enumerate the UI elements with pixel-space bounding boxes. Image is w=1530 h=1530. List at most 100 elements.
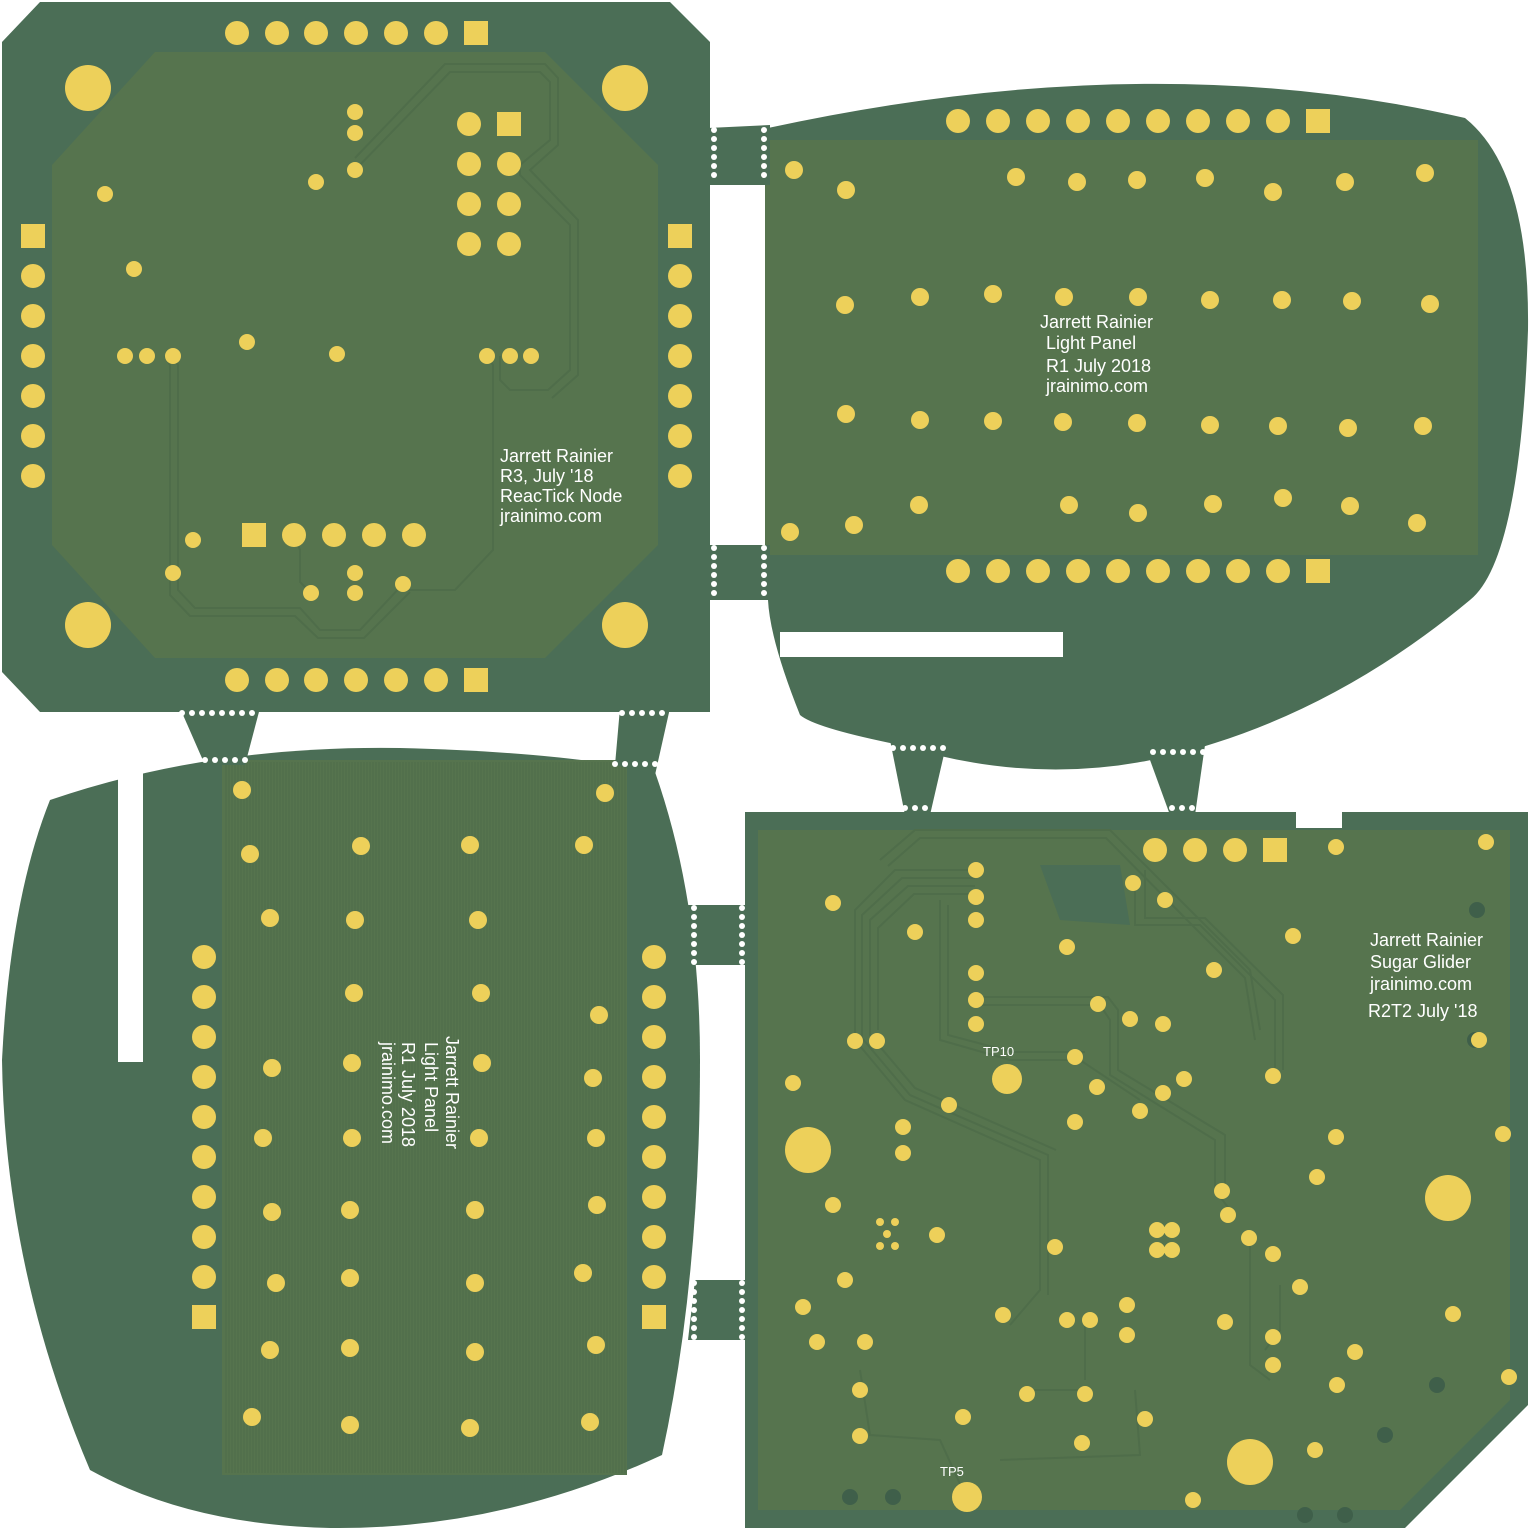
via	[1347, 1344, 1363, 1360]
header-pin	[668, 464, 692, 488]
mouse-bite-hole	[219, 710, 225, 716]
led-pad	[1129, 288, 1147, 306]
trace	[854, 869, 1041, 1326]
mouse-bite-hole	[691, 1289, 697, 1295]
led-pad	[461, 1419, 479, 1437]
led-pad	[984, 285, 1002, 303]
via	[303, 585, 319, 601]
led-pad	[243, 1408, 261, 1426]
led-pad	[1339, 419, 1357, 437]
light-panel-bottom-silk-line: jrainimo.com	[378, 1041, 398, 1144]
mouse-bite-hole	[761, 127, 767, 133]
trace	[164, 355, 411, 639]
trace	[1249, 1240, 1271, 1381]
breakaway-tab	[708, 125, 770, 185]
led-pad	[352, 837, 370, 855]
reactick-silk-line: Jarrett Rainier	[500, 446, 613, 466]
sugar-glider-silk-line: Sugar Glider	[1370, 952, 1471, 972]
mouse-bite-hole	[691, 1307, 697, 1313]
led-pad	[590, 1006, 608, 1024]
via	[347, 104, 363, 120]
fine-pad	[883, 1230, 891, 1238]
mouse-bite-hole	[711, 572, 717, 578]
ic-pad	[1164, 1242, 1180, 1258]
led-pad	[836, 296, 854, 314]
test-point-pad	[952, 1482, 982, 1512]
via	[907, 924, 923, 940]
light-panel-top-pads	[781, 109, 1439, 583]
via	[1047, 1239, 1063, 1255]
via	[968, 889, 984, 905]
sugar-glider-board: Jarrett Rainier Sugar Glider jrainimo.co…	[745, 812, 1528, 1528]
mouse-bite-hole	[691, 923, 697, 929]
via	[1217, 1314, 1233, 1330]
light-panel-top-silk-line: jrainimo.com	[1045, 376, 1148, 396]
header-pin	[1186, 559, 1210, 583]
mouse-bite-hole	[739, 1316, 745, 1322]
mounting-hole	[1227, 1439, 1273, 1485]
npth-hole	[842, 1489, 858, 1505]
mouse-bite-hole	[711, 554, 717, 560]
mouse-bite-hole	[739, 1325, 745, 1331]
header-pin	[1223, 838, 1247, 862]
led-pad	[341, 1339, 359, 1357]
via	[185, 532, 201, 548]
mouse-bite-hole	[920, 745, 926, 751]
via	[995, 1307, 1011, 1323]
led-pad	[341, 1269, 359, 1287]
trace	[354, 63, 579, 399]
mouse-bite-hole	[1170, 749, 1176, 755]
header-pin	[642, 1105, 666, 1129]
mouse-bite-hole	[739, 950, 745, 956]
trace	[887, 837, 1256, 1041]
tp5-label: TP5	[940, 1464, 964, 1479]
via	[869, 1033, 885, 1049]
led-pad	[910, 496, 928, 514]
light-panel-bottom-silkscreen-label: Jarrett Rainier Light Panel R1 July 2018…	[378, 1036, 462, 1154]
header-pin	[1146, 109, 1170, 133]
led-pad	[1007, 168, 1025, 186]
reactick-silk-line: ReacTick Node	[500, 486, 622, 506]
trace	[354, 71, 571, 391]
led-pad	[267, 1274, 285, 1292]
header-pin	[344, 21, 368, 45]
mouse-bite-hole	[902, 805, 908, 811]
light-panel-top-silk-line: R1 July 2018	[1046, 356, 1151, 376]
trace	[877, 893, 975, 1030]
trace	[947, 905, 1085, 1053]
via	[1265, 1068, 1281, 1084]
header-pin-1	[497, 112, 521, 136]
header-pin	[668, 424, 692, 448]
led-pad	[1204, 495, 1222, 513]
mouse-bite-hole	[209, 710, 215, 716]
header-pin	[21, 464, 45, 488]
header-pin	[21, 304, 45, 328]
header-pin-1	[1306, 109, 1330, 133]
reactick-silkscreen-label: Jarrett Rainier R3, July '18 ReacTick No…	[499, 446, 627, 526]
led-pad	[343, 1129, 361, 1147]
mouse-bite-hole	[739, 1298, 745, 1304]
via	[1309, 1169, 1325, 1185]
led-pad	[845, 516, 863, 534]
via	[97, 186, 113, 202]
via	[1328, 1129, 1344, 1145]
header-pin	[21, 344, 45, 368]
mouse-bite-hole	[739, 914, 745, 920]
sugar-glider-silk-line: R2T2 July '18	[1368, 1001, 1478, 1021]
breakaway-tab	[890, 740, 945, 815]
mounting-hole	[602, 65, 648, 111]
via	[825, 895, 841, 911]
light-panel-top-board: Jarrett Rainier Light Panel R1 July 2018…	[765, 83, 1529, 770]
mouse-bite-hole	[890, 745, 896, 751]
via	[968, 862, 984, 878]
via	[968, 912, 984, 928]
led-pad	[1128, 171, 1146, 189]
header-pin	[192, 1025, 216, 1049]
header-pin	[424, 668, 448, 692]
mouse-bite-hole	[691, 905, 697, 911]
mouse-bite-hole	[739, 1334, 745, 1340]
mouse-bite-hole	[691, 1298, 697, 1304]
header-pin	[457, 232, 481, 256]
header-pin	[642, 1185, 666, 1209]
mouse-bite-hole	[711, 136, 717, 142]
